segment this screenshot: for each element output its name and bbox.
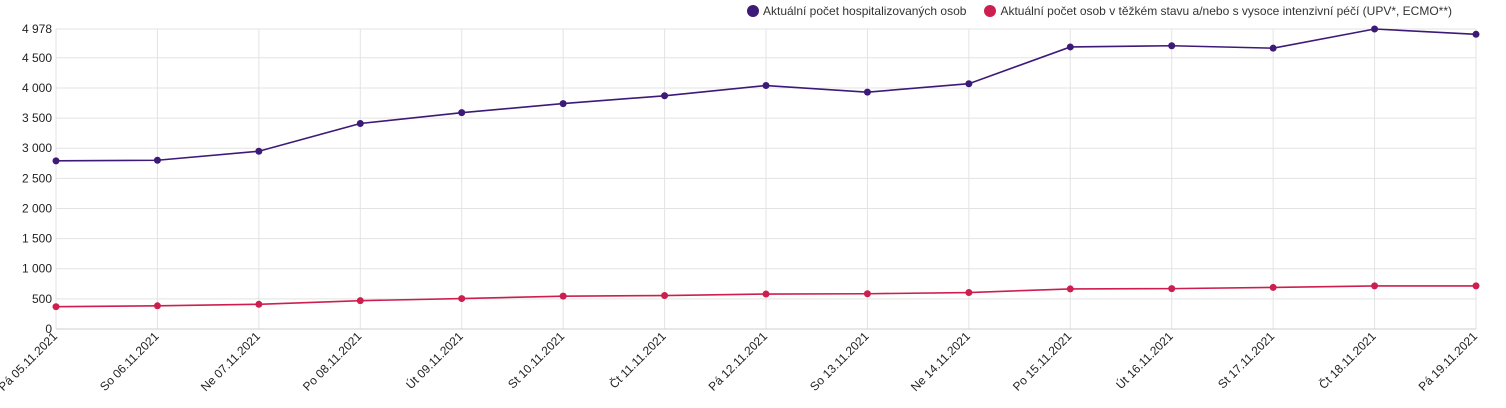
data-point <box>52 157 60 165</box>
x-tick-label: Ne 07.11.2021 <box>198 329 263 394</box>
legend-item-hospitalized[interactable]: Aktuální počet hospitalizovaných osob <box>746 4 967 18</box>
y-tick-label: 2 500 <box>22 171 52 185</box>
data-point <box>863 88 871 96</box>
data-point <box>1371 282 1379 290</box>
x-tick-label: St 17.11.2021 <box>1215 329 1277 391</box>
y-tick-label: 3 500 <box>22 111 52 125</box>
data-point <box>1472 282 1480 290</box>
x-tick-label: So 13.11.2021 <box>807 329 872 394</box>
data-point <box>1066 285 1074 293</box>
y-tick-label: 4 000 <box>22 81 52 95</box>
y-tick-label: 4 500 <box>22 51 52 65</box>
legend-swatch-hospitalized <box>746 5 759 17</box>
data-point <box>1168 285 1176 293</box>
data-point <box>458 109 466 117</box>
data-point <box>762 290 770 298</box>
legend-label-severe: Aktuální počet osob v těžkém stavu a/neb… <box>1000 4 1452 18</box>
y-tick-label: 2 000 <box>22 201 52 215</box>
legend-label-hospitalized: Aktuální počet hospitalizovaných osob <box>762 4 967 18</box>
data-point <box>965 80 973 88</box>
x-tick-label: So 06.11.2021 <box>97 329 162 394</box>
data-point <box>661 292 669 300</box>
x-tick-label: Út 16.11.2021 <box>1113 328 1177 392</box>
x-tick-label: Pá 05.11.2021 <box>0 329 60 394</box>
data-point <box>458 295 466 303</box>
data-point <box>863 290 871 298</box>
data-point <box>559 292 567 300</box>
x-tick-label: Čt 11.11.2021 <box>606 328 669 391</box>
data-point <box>52 303 60 311</box>
data-point <box>1168 42 1176 50</box>
data-point <box>1371 25 1379 33</box>
data-point <box>1472 30 1480 38</box>
chart-legend: Aktuální počet hospitalizovaných osob Ak… <box>746 4 1452 18</box>
x-tick-label: Po 15.11.2021 <box>1010 329 1075 394</box>
data-point <box>559 100 567 108</box>
legend-swatch-severe <box>984 5 997 17</box>
y-tick-label: 1 500 <box>22 232 52 246</box>
y-tick-label: 4 978 <box>22 22 52 36</box>
y-tick-label: 500 <box>32 292 52 306</box>
data-point <box>661 92 669 100</box>
data-point <box>965 289 973 297</box>
data-point <box>356 119 364 127</box>
x-tick-label: Po 08.11.2021 <box>300 329 365 394</box>
data-point <box>1269 44 1277 52</box>
data-point <box>1066 43 1074 51</box>
y-tick-label: 3 000 <box>22 141 52 155</box>
y-tick-label: 1 000 <box>22 262 52 276</box>
data-point <box>1269 283 1277 291</box>
x-tick-label: St 10.11.2021 <box>505 329 567 391</box>
data-point <box>762 82 770 90</box>
legend-item-severe[interactable]: Aktuální počet osob v těžkém stavu a/neb… <box>984 4 1452 18</box>
data-point <box>255 300 263 308</box>
data-point <box>356 297 364 305</box>
x-tick-label: Pá 12.11.2021 <box>706 329 771 394</box>
y-tick-label: 0 <box>45 322 52 336</box>
data-point <box>153 156 161 164</box>
x-tick-label: Čt 18.11.2021 <box>1315 328 1379 392</box>
x-tick-label: Pá 19.11.2021 <box>1416 329 1481 394</box>
x-tick-label: Ne 14.11.2021 <box>908 329 973 394</box>
data-point <box>255 147 263 155</box>
x-tick-label: Út 09.11.2021 <box>403 328 467 392</box>
data-point <box>153 302 161 310</box>
